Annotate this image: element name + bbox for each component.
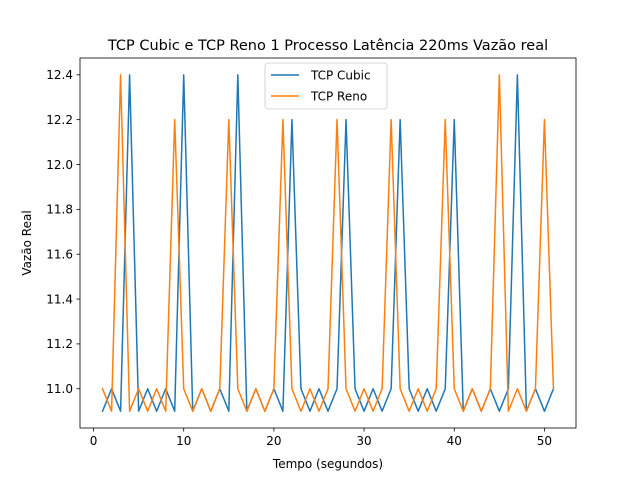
chart-title: TCP Cubic e TCP Reno 1 Processo Latência…	[107, 38, 548, 54]
x-tick-label: 50	[537, 434, 552, 448]
x-tick-label: 30	[356, 434, 371, 448]
legend-label-tcp-reno: TCP Reno	[310, 90, 367, 104]
y-tick-label: 12.0	[46, 158, 73, 172]
x-tick-label: 20	[266, 434, 281, 448]
legend-label-tcp-cubic: TCP Cubic	[310, 69, 371, 83]
x-axis: 0 10 20 30 40 50	[90, 428, 552, 448]
y-tick-label: 11.6	[46, 248, 73, 262]
x-tick-label: 0	[90, 434, 98, 448]
plot-frame	[79, 57, 577, 429]
x-tick-label: 10	[176, 434, 191, 448]
y-axis: 11.0 11.2 11.4 11.6 11.8 12.0 12.2 12.4	[46, 68, 80, 396]
y-tick-label: 11.4	[46, 292, 73, 306]
y-tick-label: 11.2	[46, 337, 73, 351]
y-axis-label: Vazão Real	[20, 210, 34, 275]
y-tick-label: 11.0	[46, 382, 73, 396]
y-tick-label: 12.2	[46, 113, 73, 127]
series-layer	[101, 74, 555, 413]
series-line-tcp-reno	[101, 74, 555, 412]
legend: TCP Cubic TCP Reno	[264, 62, 388, 110]
y-tick-label: 12.4	[46, 68, 73, 82]
x-axis-label: Tempo (segundos)	[272, 457, 383, 471]
x-tick-label: 40	[447, 434, 462, 448]
y-tick-label: 11.8	[46, 203, 73, 217]
